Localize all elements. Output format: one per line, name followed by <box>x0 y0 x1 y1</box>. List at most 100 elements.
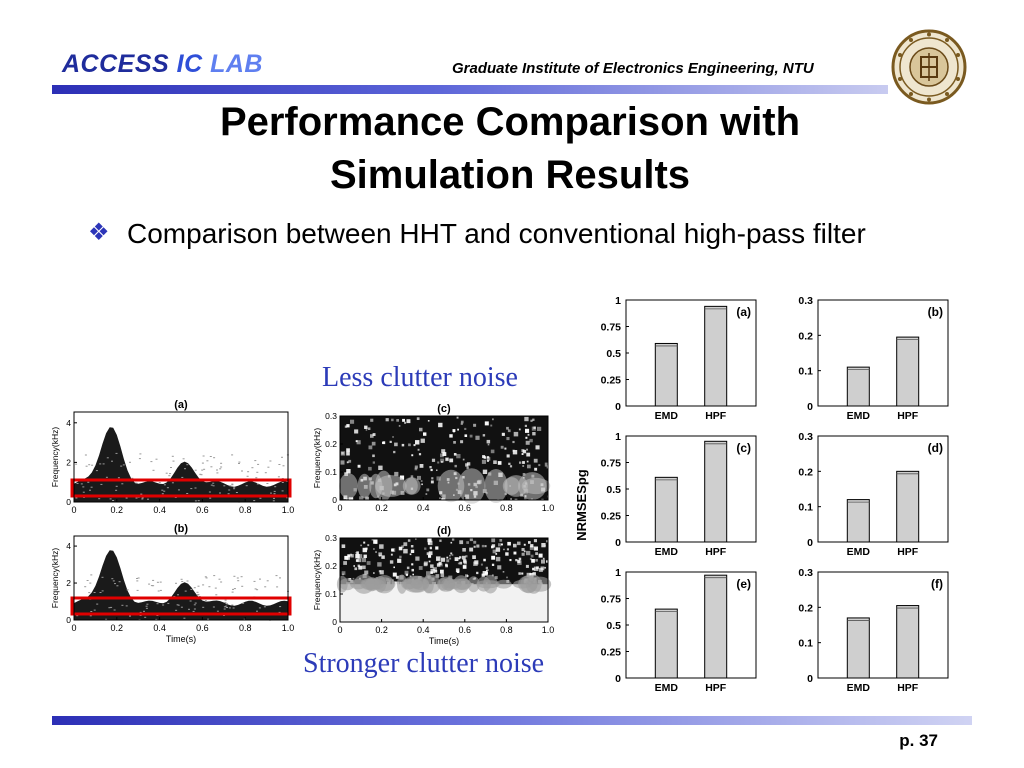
spectrogram-speckle <box>462 548 466 552</box>
spectrogram-speckle <box>512 440 515 444</box>
spectrogram-speckle <box>225 605 228 607</box>
clutter-highlight-box <box>70 478 292 498</box>
spectrogram-speckle <box>446 559 450 563</box>
spectrogram-speckle <box>430 480 434 484</box>
spectrogram-speckle <box>360 544 362 547</box>
spectrogram-speckle <box>110 606 113 608</box>
spectrogram-speckle <box>510 498 512 501</box>
bar-panel-label: (d) <box>928 441 943 455</box>
spectrogram-speckle <box>259 497 262 499</box>
x-category-label: HPF <box>897 682 919 694</box>
spectrogram-speckle <box>508 462 511 465</box>
spectrogram-speckle <box>401 545 404 548</box>
spectrogram-speckle <box>159 589 162 591</box>
spectrogram-speckle <box>120 465 123 467</box>
spectrogram-clutter-blob <box>437 469 465 503</box>
spectrogram-speckle <box>370 418 374 422</box>
spectrogram-speckle <box>419 427 423 432</box>
spectrogram-speckle <box>346 451 350 456</box>
spectrogram-speckle <box>495 553 498 555</box>
spectrogram-speckle <box>391 548 396 552</box>
spectrogram-speckle <box>414 465 418 469</box>
spectrogram-speckle <box>378 465 383 470</box>
spectrogram-speckle <box>535 559 538 562</box>
bar-panel-label: (c) <box>736 441 751 455</box>
spectrogram-speckle <box>425 493 428 495</box>
spectrogram-speckle <box>172 460 175 462</box>
spectrogram-speckle <box>517 559 521 563</box>
spectrogram-speckle <box>272 500 275 502</box>
spectrogram-speckle <box>513 551 517 555</box>
spectrogram-speckle <box>184 590 187 592</box>
spectrogram-speckle <box>112 580 115 582</box>
lab-logo-word-ic: IC <box>176 50 203 78</box>
spectrogram-speckle <box>341 571 346 575</box>
y-tick-label: 1 <box>615 567 621 579</box>
spectrogram-speckle <box>522 449 527 454</box>
spectrogram-speckle <box>143 610 145 612</box>
y-tick-label: 0 <box>66 615 71 625</box>
spectrogram-speckle <box>180 578 183 580</box>
spectrogram-speckle <box>513 431 519 437</box>
spectrogram-speckle <box>281 490 284 492</box>
spectrogram-speckle <box>497 565 502 570</box>
spectrogram-speckle <box>541 559 545 564</box>
y-tick-label: 0 <box>807 401 813 413</box>
spectrogram-speckle <box>389 440 392 443</box>
spectrogram-speckle <box>146 603 149 605</box>
y-tick-label: 0.2 <box>798 466 813 478</box>
spectrogram-speckle <box>524 496 527 500</box>
spectrogram-speckle <box>445 457 449 462</box>
spectrogram-speckle <box>523 550 526 553</box>
spectrogram-speckle <box>354 567 358 571</box>
spectrogram-speckle <box>87 481 90 483</box>
bar-panel: 0 0.25 0.5 0.75 1 EMD HPF (e) <box>601 567 757 694</box>
spectrogram-frame <box>339 415 549 501</box>
spectrogram-speckle <box>129 461 131 463</box>
spectrogram-speckle <box>129 615 131 617</box>
y-tick-label: 0 <box>615 673 621 685</box>
spectrogram-speckle <box>106 457 109 459</box>
spectrogram-speckle <box>220 466 223 468</box>
spectrogram-speckle <box>224 599 227 601</box>
spectrogram-speckle <box>546 560 549 563</box>
y-tick-label: 0.75 <box>601 322 622 334</box>
spectrogram-speckle <box>379 544 384 549</box>
x-tick-label: 0.2 <box>111 623 124 633</box>
less-clutter-annotation: Less clutter noise <box>322 362 518 393</box>
spectrogram-speckle <box>521 552 525 556</box>
x-tick-label: 0.2 <box>375 503 388 513</box>
spectrogram-speckle <box>529 438 533 443</box>
spectrogram-speckle <box>538 553 543 558</box>
spectrogram-speckle <box>116 585 119 587</box>
spectrogram-speckle <box>224 601 227 603</box>
spectrogram-speckle <box>144 616 147 618</box>
spectrogram-speckle <box>544 566 546 569</box>
spectrogram-speckle <box>436 469 438 471</box>
spectrogram-speckle <box>131 477 134 479</box>
spectrogram-speckle <box>453 453 457 456</box>
y-tick-label: 0.3 <box>798 295 813 307</box>
lab-logo-word-lab: LAB <box>210 50 263 78</box>
spectrogram-speckle <box>421 483 423 486</box>
spectrogram-speckle <box>457 562 460 565</box>
spectrogram-frame <box>339 537 549 623</box>
spectrogram-speckle <box>375 551 377 553</box>
spectrogram-speckle <box>491 574 494 577</box>
spectrogram-speckle <box>175 582 177 584</box>
bar-panel-label: (b) <box>928 305 943 319</box>
spectrogram-speckle <box>355 554 360 559</box>
spectrogram-speckle <box>340 460 345 465</box>
spectrogram-speckle <box>155 458 158 460</box>
spectrogram-speckle <box>152 585 155 587</box>
spectrogram-speckle <box>486 569 488 572</box>
spectrogram-speckle <box>505 552 509 556</box>
x-tick-label: 0.2 <box>111 505 124 515</box>
bar <box>896 470 920 543</box>
spectrogram-speckle <box>366 561 371 565</box>
spectrogram-speckle <box>453 441 456 444</box>
bar <box>654 342 678 407</box>
spectrogram-clutter-blob <box>405 477 418 495</box>
spectrogram-speckle <box>466 462 471 466</box>
spectrogram-speckle <box>155 618 158 620</box>
